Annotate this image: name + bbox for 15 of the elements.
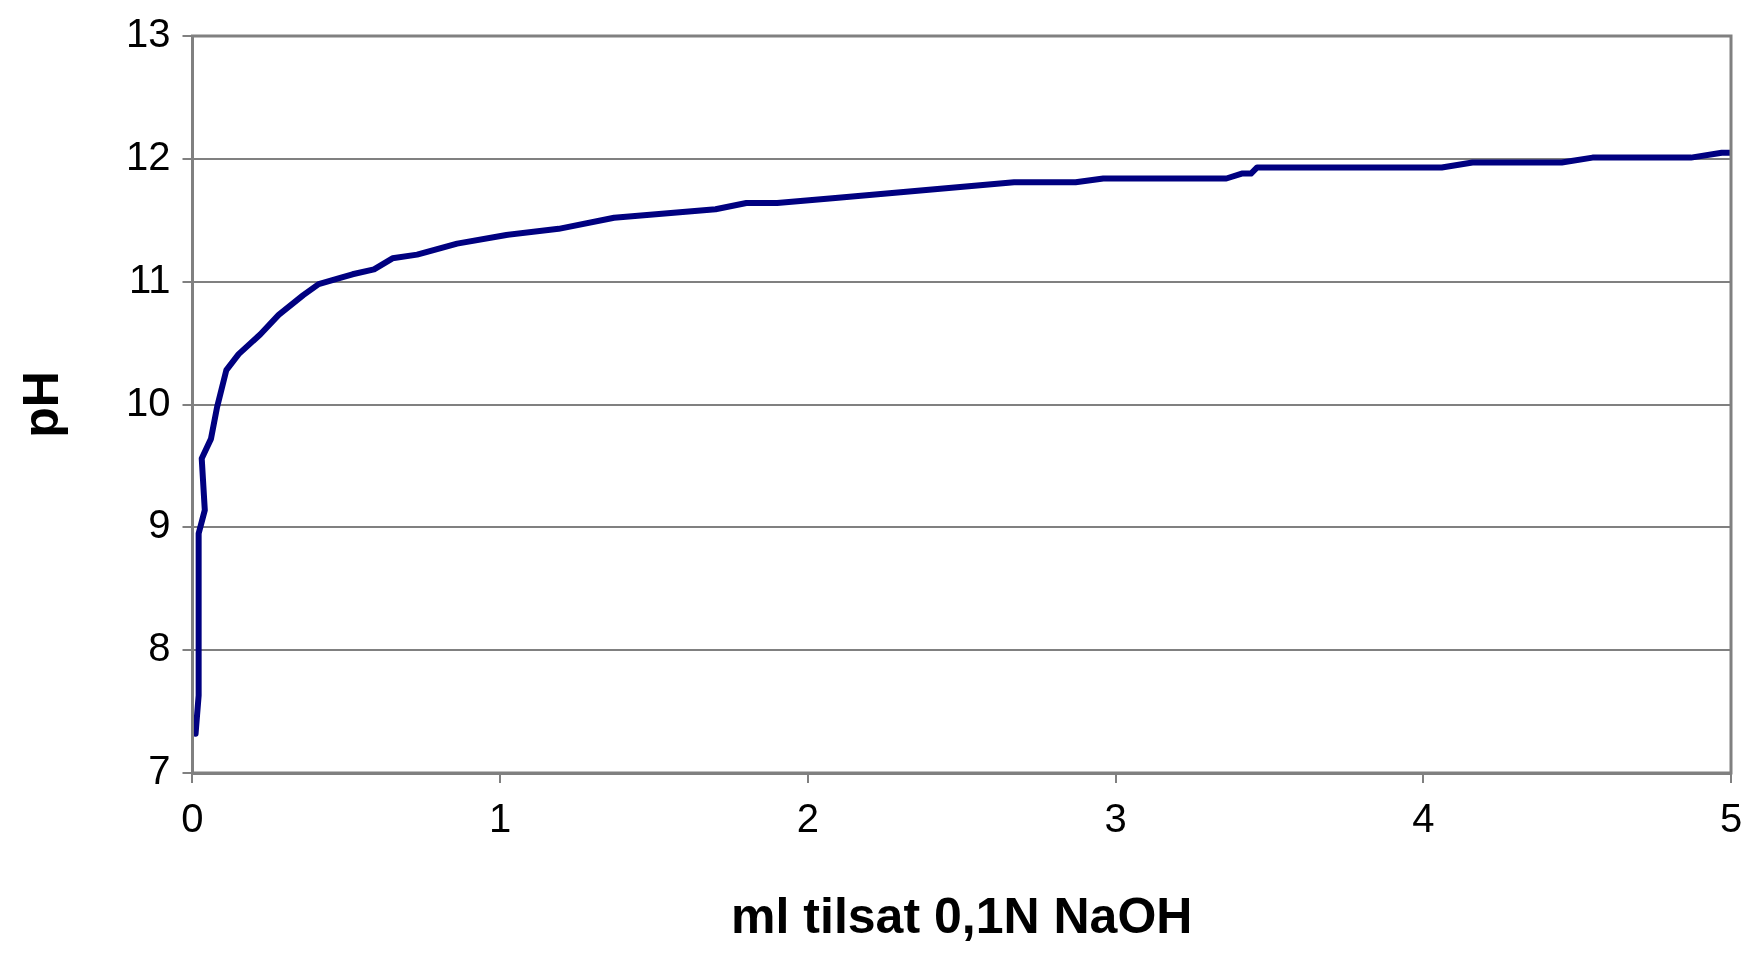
x-tick-label: 0 [181, 796, 204, 841]
y-axis-title: pH [12, 371, 69, 438]
y-tick-label: 7 [148, 748, 171, 793]
x-axis-title: ml tilsat 0,1N NaOH [731, 887, 1193, 944]
x-tick-label: 1 [489, 796, 512, 841]
y-tick-label: 10 [125, 379, 171, 424]
x-tick-label: 3 [1104, 796, 1127, 841]
x-tick-label: 2 [796, 796, 820, 841]
y-tick-label: 12 [125, 133, 171, 178]
y-tick-label: 9 [148, 502, 171, 547]
y-tick-label: 8 [148, 625, 171, 670]
x-tick-label: 4 [1412, 796, 1435, 841]
y-tick-label: 11 [128, 256, 171, 301]
y-tick-label: 13 [125, 11, 171, 56]
x-tick-label: 5 [1719, 796, 1743, 841]
